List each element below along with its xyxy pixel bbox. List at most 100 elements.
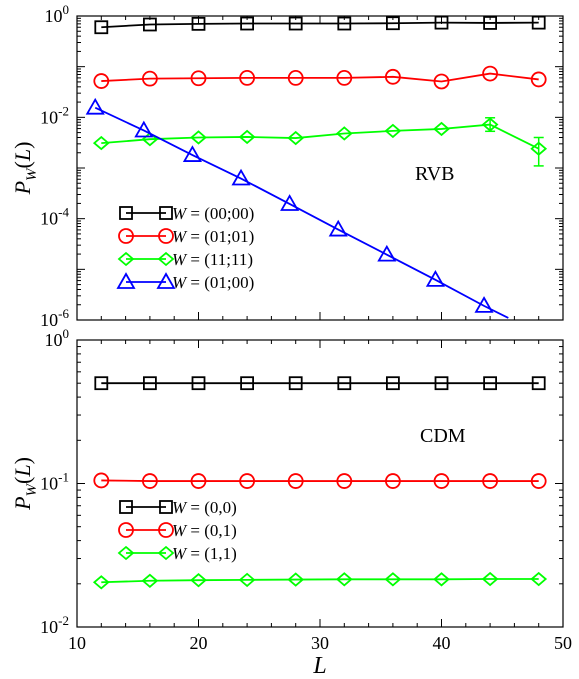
legend-label: W = (1,1): [172, 544, 237, 563]
y-tick-exponent: -6: [58, 306, 69, 321]
series-group: [85, 16, 548, 319]
data-point-circle: [482, 473, 499, 489]
data-point-diamond: [238, 572, 256, 588]
data-point-square: [385, 376, 400, 391]
x-tick-label: 20: [190, 633, 208, 653]
data-point-diamond: [481, 571, 499, 587]
legend-label: W = (00;00): [172, 204, 254, 223]
data-point-square: [240, 376, 255, 391]
y-tick-base: 10: [40, 107, 58, 127]
y-tick-label: 100: [45, 326, 70, 350]
y-tick-label: 10-2: [40, 613, 69, 637]
data-point-square: [337, 16, 352, 31]
legend-label: W = (01;00): [172, 273, 254, 292]
y-tick-base: 10: [40, 209, 58, 229]
data-point-circle: [433, 473, 450, 489]
data-point-circle: [190, 473, 207, 489]
data-point-square: [119, 206, 133, 220]
y-tick-label: 100: [45, 2, 70, 26]
y-tick-base: 10: [40, 474, 58, 494]
data-point-square: [434, 376, 449, 391]
data-point-triangle: [328, 219, 348, 237]
data-point-square: [288, 376, 303, 391]
data-point-diamond: [117, 545, 135, 561]
y-tick-label: 10-2: [40, 103, 69, 127]
data-point-triangle: [231, 168, 251, 186]
data-point-diamond: [433, 121, 450, 137]
data-point-diamond: [190, 572, 207, 588]
y-tick-exponent: 0: [63, 2, 70, 17]
data-point-diamond: [157, 251, 175, 267]
data-point-triangle: [425, 270, 445, 287]
data-point-circle: [141, 70, 158, 87]
y-axis-label: PW(L): [10, 457, 40, 511]
y-tick-exponent: -2: [58, 103, 69, 118]
data-point-circle: [158, 522, 174, 538]
y-tick-exponent: -4: [58, 205, 69, 220]
data-point-square: [483, 16, 498, 30]
y-tick-base: 10: [45, 330, 63, 350]
data-point-square: [240, 16, 255, 31]
y-tick-label: 10-6: [40, 306, 69, 330]
data-point-circle: [384, 473, 401, 489]
series-line: [101, 479, 539, 482]
data-point-triangle: [156, 272, 176, 289]
data-point-circle: [433, 73, 450, 90]
y-tick-label: 10-1: [40, 470, 69, 494]
data-point-diamond: [384, 572, 402, 587]
data-point-circle: [336, 473, 353, 489]
data-point-diamond: [335, 126, 353, 141]
y-tick-label: 10-4: [40, 205, 69, 229]
x-tick-label: 50: [554, 633, 572, 653]
data-point-square: [531, 376, 546, 391]
y-tick-base: 10: [40, 617, 58, 637]
series-line: [101, 123, 540, 150]
data-point-square: [531, 16, 546, 30]
data-point-circle: [287, 70, 304, 86]
data-point-square: [159, 206, 173, 220]
data-point-diamond: [433, 572, 450, 587]
data-point-square: [385, 16, 400, 31]
data-point-diamond: [530, 141, 548, 156]
y-tick-exponent: 0: [63, 326, 70, 341]
data-point-circle: [482, 65, 499, 82]
data-point-circle: [158, 228, 174, 244]
x-tick-label: 30: [311, 633, 329, 653]
data-point-square: [142, 376, 157, 391]
legend-label: W = (0,1): [172, 521, 237, 540]
legend-label: W = (11;11): [172, 250, 253, 269]
legend: W = (00;00) W = (01;01) W = (11;11) W = (01…: [116, 204, 254, 292]
data-point-circle: [287, 473, 304, 489]
data-point-square: [119, 500, 133, 514]
data-point-diamond: [335, 572, 353, 587]
data-point-diamond: [157, 545, 175, 561]
y-axis-label: PW(L): [10, 142, 40, 196]
x-tick-label: 10: [68, 633, 86, 653]
data-point-square: [191, 16, 206, 31]
data-point-circle: [239, 473, 256, 489]
data-point-diamond: [384, 123, 402, 139]
data-point-triangle: [85, 97, 105, 115]
y-tick-exponent: -2: [58, 613, 69, 628]
data-point-diamond: [92, 135, 110, 151]
y-tick-base: 10: [45, 6, 63, 26]
x-tick-label: 40: [433, 633, 451, 653]
data-point-diamond: [92, 575, 110, 590]
legend: W = (0,0) W = (0,1) W = (1,1): [117, 498, 237, 563]
data-point-circle: [530, 71, 547, 88]
data-point-square: [191, 376, 206, 391]
data-point-circle: [93, 472, 110, 489]
data-point-diamond: [117, 251, 135, 267]
series-line: [101, 578, 539, 584]
data-point-square: [288, 16, 303, 31]
data-point-triangle: [474, 296, 494, 313]
data-point-square: [434, 16, 449, 30]
data-point-square: [94, 376, 109, 391]
data-point-diamond: [141, 573, 159, 588]
data-point-square: [94, 20, 109, 35]
data-point-circle: [530, 473, 547, 489]
series-line: [101, 72, 539, 83]
